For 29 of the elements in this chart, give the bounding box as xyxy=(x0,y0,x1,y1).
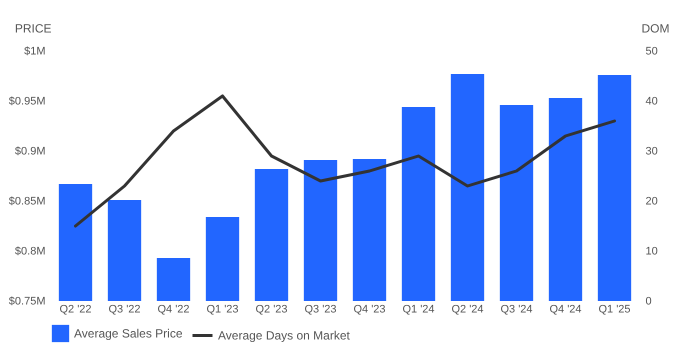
y-axis-title: PRICE xyxy=(14,22,52,36)
x-tick-label: Q4 '23 xyxy=(353,304,386,316)
y-tick-label: $0.95M xyxy=(8,96,46,108)
x-tick-label: Q4 '24 xyxy=(549,304,582,316)
x-tick-label: Q4 '22 xyxy=(157,304,190,316)
y2-tick-label: 40 xyxy=(646,96,658,108)
x-tick-label: Q2 '22 xyxy=(59,304,92,316)
y2-tick-label: 10 xyxy=(646,246,658,258)
legend-label: Average Sales Price xyxy=(74,326,183,340)
x-tick-label: Q3 '24 xyxy=(500,304,533,316)
y2-tick-label: 50 xyxy=(646,46,658,58)
y2-tick-label: 20 xyxy=(646,196,658,208)
y-tick-label: $0.85M xyxy=(8,196,46,208)
x-tick-label: Q1 '23 xyxy=(206,304,239,316)
line-series xyxy=(74,94,616,228)
y-tick-label: $0.9M xyxy=(14,146,46,158)
x-tick-label: Q3 '23 xyxy=(304,304,337,316)
x-tick-label: Q3 '22 xyxy=(108,304,141,316)
legend-label: Average Days on Market xyxy=(218,328,351,342)
x-tick-label: Q1 '24 xyxy=(402,304,435,316)
x-tick-label: Q1 '25 xyxy=(598,304,631,316)
y2-tick-label: 30 xyxy=(646,146,658,158)
y2-axis-title: DOM xyxy=(642,22,670,36)
y-tick-label: $0.75M xyxy=(8,296,46,308)
y-tick-label: $0.8M xyxy=(14,246,46,258)
y-tick-label: $1M xyxy=(24,46,46,58)
x-tick-label: Q2 '23 xyxy=(255,304,288,316)
y2-tick-label: 0 xyxy=(646,296,652,308)
x-tick-label: Q2 '24 xyxy=(451,304,484,316)
